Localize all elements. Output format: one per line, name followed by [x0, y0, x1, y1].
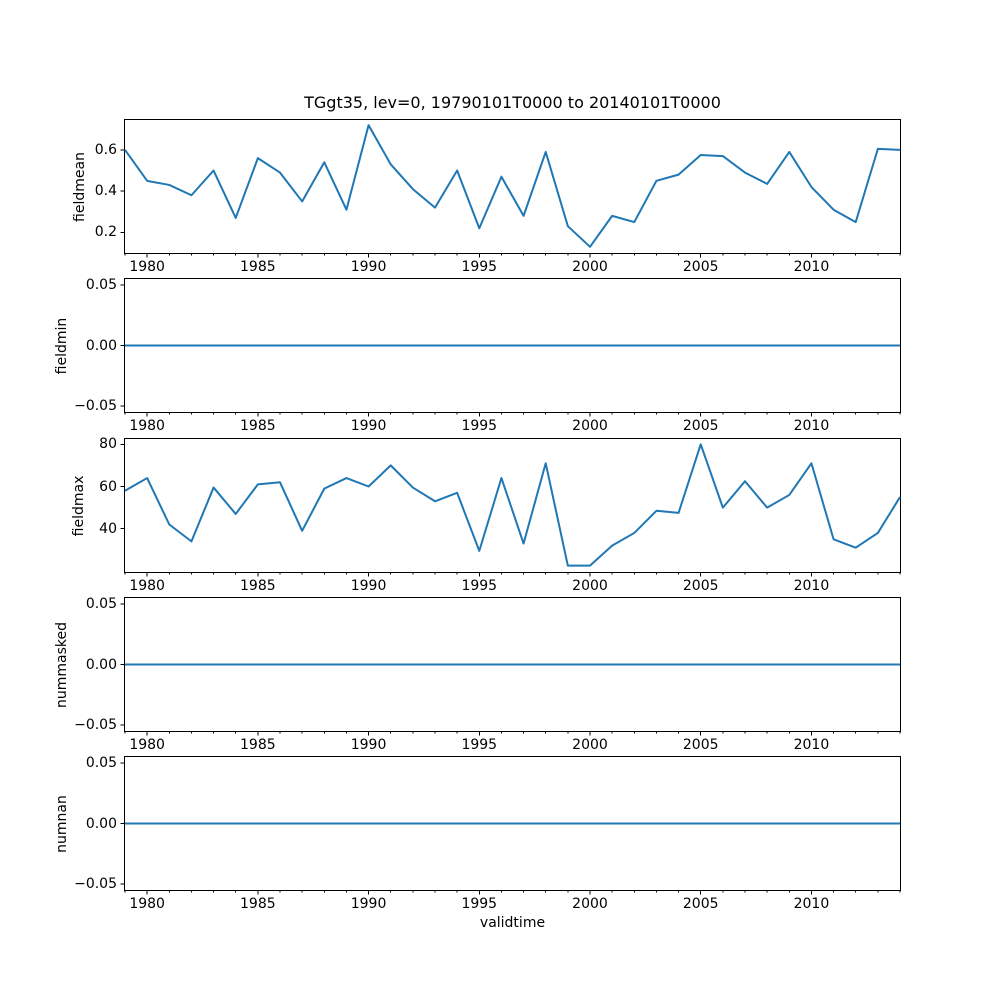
- x-tick-label: 1985: [240, 737, 276, 753]
- subplot-numnan: [120, 756, 901, 895]
- x-tick-label: 2005: [682, 259, 719, 275]
- x-tick-label: 2010: [793, 259, 830, 275]
- x-tick-label: 1990: [350, 896, 387, 912]
- x-tick-label: 1995: [461, 259, 498, 275]
- chart-title: TGgt35, lev=0, 19790101T0000 to 20140101…: [304, 93, 721, 112]
- line-chart-fieldmin: [120, 284, 901, 417]
- y-tick-label: 60: [99, 478, 117, 495]
- x-tick-label: 1985: [240, 896, 276, 912]
- x-tick-label: 1990: [350, 737, 387, 753]
- y-tick-label: 0.00: [85, 815, 117, 832]
- x-tick-label: 2010: [793, 896, 830, 912]
- line-chart-fieldmean: [120, 124, 901, 258]
- x-tick-label: 1980: [129, 896, 165, 912]
- y-tick-label: 0.2: [94, 224, 117, 241]
- x-tick-label: 2000: [572, 259, 608, 275]
- x-tick-label: 2010: [793, 418, 830, 434]
- x-tick-label: 1990: [350, 578, 387, 594]
- subplot-fieldmean: [120, 119, 901, 258]
- y-tick-label: 0.00: [85, 337, 117, 354]
- x-tick-label: 1995: [461, 896, 498, 912]
- x-tick-label: 2005: [682, 578, 719, 594]
- x-tick-label: 2005: [682, 896, 719, 912]
- y-tick-label: −0.05: [74, 716, 117, 733]
- x-tick-label: 1985: [240, 578, 276, 594]
- y-tick-label: 0.05: [85, 596, 117, 613]
- y-tick-label: 0.05: [85, 755, 117, 772]
- x-tick-label: 1995: [461, 737, 498, 753]
- x-tick-label: 2000: [572, 737, 608, 753]
- y-tick-label: 0.00: [85, 656, 117, 673]
- y-tick-label: 0.05: [85, 277, 117, 294]
- y-tick-label: 0.4: [94, 183, 117, 200]
- y-tick-label: 40: [99, 520, 117, 537]
- y-tick-label: 80: [99, 436, 117, 453]
- line-chart-numnan: [120, 762, 901, 895]
- x-tick-label: 1980: [129, 418, 165, 434]
- x-tick-label: 2000: [572, 578, 608, 594]
- x-tick-label: 2010: [793, 737, 830, 753]
- x-tick-label: 1995: [461, 418, 498, 434]
- x-tick-label: 2000: [572, 418, 608, 434]
- x-tick-label: 1980: [129, 578, 165, 594]
- x-axis-label: validtime: [479, 915, 546, 931]
- x-tick-label: 1990: [350, 418, 387, 434]
- line-chart-nummasked: [120, 603, 901, 736]
- x-tick-label: 2005: [682, 737, 719, 753]
- x-tick-label: 1980: [129, 259, 165, 275]
- x-tick-label: 2000: [572, 896, 608, 912]
- x-tick-label: 2010: [793, 578, 830, 594]
- x-tick-label: 1995: [461, 578, 498, 594]
- y-tick-label: −0.05: [74, 397, 117, 414]
- x-tick-label: 1985: [240, 259, 276, 275]
- subplot-fieldmax: [120, 438, 901, 577]
- y-axis-label-fieldmax: fieldmax: [71, 475, 87, 536]
- x-tick-label: 1980: [129, 737, 165, 753]
- data-line-fieldmax: [124, 443, 901, 567]
- subplot-fieldmin: [120, 278, 901, 417]
- x-tick-label: 2005: [682, 418, 719, 434]
- y-tick-label: 0.6: [94, 141, 117, 158]
- data-line-fieldmean: [124, 124, 901, 248]
- subplot-nummasked: [120, 597, 901, 736]
- line-chart-fieldmax: [120, 443, 901, 577]
- x-tick-label: 1990: [350, 259, 387, 275]
- y-tick-label: −0.05: [74, 875, 117, 892]
- x-tick-label: 1985: [240, 418, 276, 434]
